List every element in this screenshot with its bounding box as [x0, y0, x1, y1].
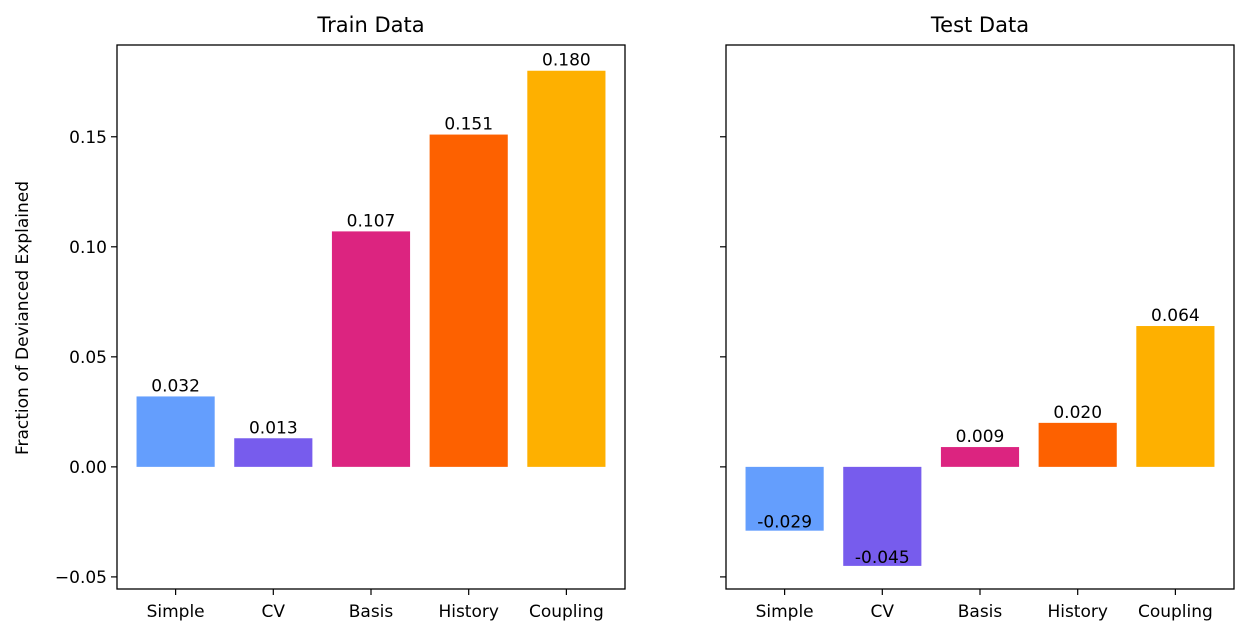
- train-y-tick-label: 0.15: [69, 128, 107, 148]
- train-chart-title: Train Data: [316, 13, 424, 37]
- train-y-tick-label: −0.05: [55, 568, 107, 588]
- train-y-tick-label: 0.05: [69, 348, 107, 368]
- test-data-panel: Test Data -0.029 -0.045 0.009 0.020 0.064 Simp…: [720, 13, 1235, 622]
- test-bar-value-label: -0.045: [855, 548, 910, 568]
- train-y-tick-label: 0.10: [69, 238, 107, 258]
- train-bar-simple: [136, 396, 215, 467]
- train-x-tick-label: Coupling: [529, 602, 604, 622]
- train-bar-value-label: 0.151: [444, 115, 493, 135]
- train-bar-cv: [234, 438, 313, 467]
- test-bar-basis: [940, 447, 1020, 467]
- train-x-tick-label: History: [438, 602, 498, 622]
- test-chart-title: Test Data: [930, 13, 1029, 37]
- test-bar-simple: [745, 466, 824, 531]
- y-axis-title: Fraction of Devianced Explained: [13, 181, 33, 455]
- test-bar-cv: [843, 466, 922, 566]
- test-x-tick-label: Coupling: [1138, 602, 1213, 622]
- test-x-tick-label: History: [1047, 602, 1107, 622]
- train-bar-value-label: 0.107: [347, 211, 396, 231]
- train-x-tick-label: Basis: [349, 602, 394, 622]
- train-bar-basis: [331, 231, 411, 467]
- train-bar-value-label: 0.013: [249, 418, 298, 438]
- test-bar-value-label: -0.029: [757, 513, 812, 533]
- test-bar-coupling: [1136, 326, 1215, 467]
- test-bar-value-label: 0.020: [1053, 403, 1102, 423]
- train-bar-value-label: 0.180: [542, 51, 591, 71]
- test-bar-value-label: 0.009: [956, 427, 1005, 447]
- train-bar-value-label: 0.032: [151, 376, 200, 396]
- train-bar-coupling: [527, 70, 606, 467]
- test-x-tick-label: Simple: [756, 602, 814, 622]
- test-x-tick-label: Basis: [958, 602, 1003, 622]
- test-bar-history: [1038, 422, 1117, 467]
- train-y-tick-label: 0.00: [69, 458, 107, 478]
- train-x-tick-label: Simple: [147, 602, 205, 622]
- train-bar-history: [429, 134, 508, 467]
- train-x-tick-label: CV: [262, 602, 286, 622]
- test-bar-value-label: 0.064: [1151, 306, 1200, 326]
- train-data-panel: Train Data 0.032 0.013 0.107 0.151 0.180 −0.05…: [55, 13, 626, 622]
- test-x-tick-label: CV: [871, 602, 895, 622]
